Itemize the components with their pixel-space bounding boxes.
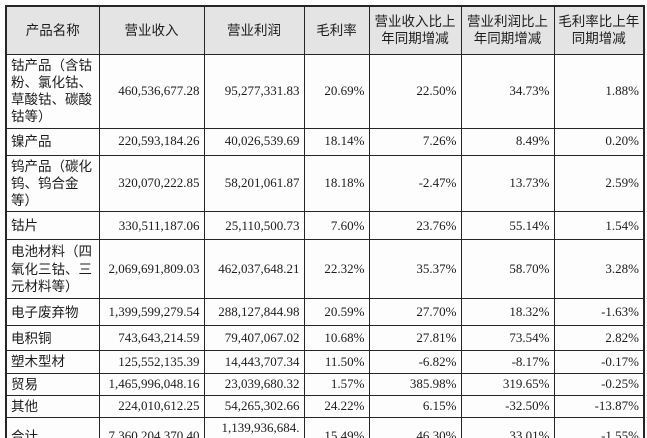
cell-margin: 7.60% <box>303 211 370 241</box>
table-row: 其他 224,010,612.25 54,265,302.66 24.22% 6… <box>5 394 645 419</box>
cell-profit: 23,039,680.32 <box>203 372 305 396</box>
col-header-revenue-yoy: 营业收入比上年同期增减 <box>368 5 462 55</box>
cell-profit: 58,201,061.87 <box>203 154 305 213</box>
cell-revenue-yoy: 385.98% <box>368 372 462 396</box>
cell-profit-yoy: -32.50% <box>460 394 555 419</box>
cell-margin-yoy: -0.17% <box>553 350 645 374</box>
cell-revenue: 460,536,677.28 <box>98 53 205 129</box>
cell-margin-yoy: 1.88% <box>553 53 645 129</box>
cell-profit: 40,026,539.69 <box>203 127 305 156</box>
cell-product-name: 合计 <box>5 417 100 438</box>
cell-profit: 79,407,067.02 <box>203 325 305 352</box>
cell-margin-yoy: -13.87% <box>553 394 645 419</box>
cell-profit: 288,127,844.98 <box>203 298 305 327</box>
table-row: 塑木型材 125,552,135.39 14,443,707.34 11.50%… <box>5 350 645 374</box>
table-row: 钨产品（碳化钨、钨合金等） 320,070,222.85 58,201,061.… <box>5 154 645 213</box>
cell-product-name: 钴产品（含钴粉、氯化钴、草酸钴、碳酸钴等） <box>5 53 100 129</box>
cell-margin: 11.50% <box>303 350 370 374</box>
cell-product-name: 其他 <box>5 394 100 419</box>
table-row: 电池材料（四氧化三钴、三元材料等） 2,069,691,809.03 462,0… <box>5 239 645 300</box>
cell-margin-yoy: -1.55% <box>553 417 645 438</box>
cell-product-name: 镍产品 <box>5 127 100 156</box>
cell-margin-yoy: -0.25% <box>553 372 645 396</box>
cell-margin: 18.14% <box>303 127 370 156</box>
col-header-margin: 毛利率 <box>303 5 370 55</box>
cell-revenue: 125,552,135.39 <box>98 350 205 374</box>
cell-revenue-yoy: 35.37% <box>368 239 462 300</box>
cell-revenue: 7,360,204,370.40 <box>98 417 205 438</box>
cell-profit-yoy: 55.14% <box>460 211 555 241</box>
cell-margin: 24.22% <box>303 394 370 419</box>
cell-margin: 15.49% <box>303 417 370 438</box>
cell-margin: 20.69% <box>303 53 370 129</box>
cell-profit-yoy: -8.17% <box>460 350 555 374</box>
cell-margin-yoy: 2.82% <box>553 325 645 352</box>
cell-product-name: 塑木型材 <box>5 350 100 374</box>
cell-revenue: 330,511,187.06 <box>98 211 205 241</box>
cell-revenue-yoy: 27.70% <box>368 298 462 327</box>
col-header-product-name: 产品名称 <box>5 5 100 55</box>
table-row: 电子废弃物 1,399,599,279.54 288,127,844.98 20… <box>5 298 645 327</box>
cell-product-name: 钨产品（碳化钨、钨合金等） <box>5 154 100 213</box>
col-header-margin-yoy: 毛利率比上年同期增减 <box>553 5 645 55</box>
header-row: 产品名称 营业收入 营业利润 毛利率 营业收入比上年同期增减 营业利润比上年同期… <box>5 5 645 55</box>
cell-profit: 462,037,648.21 <box>203 239 305 300</box>
cell-margin-yoy: 0.20% <box>553 127 645 156</box>
cell-profit: 95,277,331.83 <box>203 53 305 129</box>
cell-profit-yoy: 73.54% <box>460 325 555 352</box>
cell-revenue: 2,069,691,809.03 <box>98 239 205 300</box>
table-row: 镍产品 220,593,184.26 40,026,539.69 18.14% … <box>5 127 645 156</box>
col-header-profit: 营业利润 <box>203 5 305 55</box>
col-header-profit-yoy: 营业利润比上年同期增减 <box>460 5 555 55</box>
cell-margin-yoy: 1.54% <box>553 211 645 241</box>
cell-margin: 10.68% <box>303 325 370 352</box>
table-row: 贸易 1,465,996,048.16 23,039,680.32 1.57% … <box>5 372 645 396</box>
cell-revenue-yoy: 23.76% <box>368 211 462 241</box>
cell-revenue-yoy: 6.15% <box>368 394 462 419</box>
cell-revenue: 320,070,222.85 <box>98 154 205 213</box>
cell-revenue-yoy: -2.47% <box>368 154 462 213</box>
cell-profit-yoy: 33.01% <box>460 417 555 438</box>
cell-margin: 22.32% <box>303 239 370 300</box>
cell-margin: 20.59% <box>303 298 370 327</box>
cell-margin: 1.57% <box>303 372 370 396</box>
cell-revenue: 1,399,599,279.54 <box>98 298 205 327</box>
cell-profit-yoy: 18.32% <box>460 298 555 327</box>
cell-profit: 54,265,302.66 <box>203 394 305 419</box>
table-row: 钴产品（含钴粉、氯化钴、草酸钴、碳酸钴等） 460,536,677.28 95,… <box>5 53 645 129</box>
cell-margin-yoy: -1.63% <box>553 298 645 327</box>
cell-margin-yoy: 3.28% <box>553 239 645 300</box>
cell-revenue-yoy: 7.26% <box>368 127 462 156</box>
cell-revenue: 1,465,996,048.16 <box>98 372 205 396</box>
table-row: 电积铜 743,643,214.59 79,407,067.02 10.68% … <box>5 325 645 352</box>
cell-product-name: 电子废弃物 <box>5 298 100 327</box>
cell-revenue-yoy: 27.81% <box>368 325 462 352</box>
product-segment-table: 产品名称 营业收入 营业利润 毛利率 营业收入比上年同期增减 营业利润比上年同期… <box>5 5 645 438</box>
cell-margin: 18.18% <box>303 154 370 213</box>
table-row-total: 合计 7,360,204,370.40 1,139,936,684.65 15.… <box>5 417 645 438</box>
cell-revenue: 224,010,612.25 <box>98 394 205 419</box>
cell-profit-yoy: 13.73% <box>460 154 555 213</box>
cell-revenue-yoy: 22.50% <box>368 53 462 129</box>
cell-product-name: 电池材料（四氧化三钴、三元材料等） <box>5 239 100 300</box>
cell-profit: 25,110,500.73 <box>203 211 305 241</box>
cell-product-name: 电积铜 <box>5 325 100 352</box>
cell-profit: 1,139,936,684.65 <box>203 417 305 438</box>
table-row: 钴片 330,511,187.06 25,110,500.73 7.60% 23… <box>5 211 645 241</box>
cell-revenue: 220,593,184.26 <box>98 127 205 156</box>
cell-margin-yoy: 2.59% <box>553 154 645 213</box>
cell-product-name: 钴片 <box>5 211 100 241</box>
cell-revenue-yoy: 46.30% <box>368 417 462 438</box>
cell-profit-yoy: 319.65% <box>460 372 555 396</box>
col-header-revenue: 营业收入 <box>98 5 205 55</box>
cell-profit-yoy: 58.70% <box>460 239 555 300</box>
cell-revenue-yoy: -6.82% <box>368 350 462 374</box>
cell-product-name: 贸易 <box>5 372 100 396</box>
cell-profit-yoy: 34.73% <box>460 53 555 129</box>
cell-profit-yoy: 8.49% <box>460 127 555 156</box>
cell-revenue: 743,643,214.59 <box>98 325 205 352</box>
cell-profit: 14,443,707.34 <box>203 350 305 374</box>
